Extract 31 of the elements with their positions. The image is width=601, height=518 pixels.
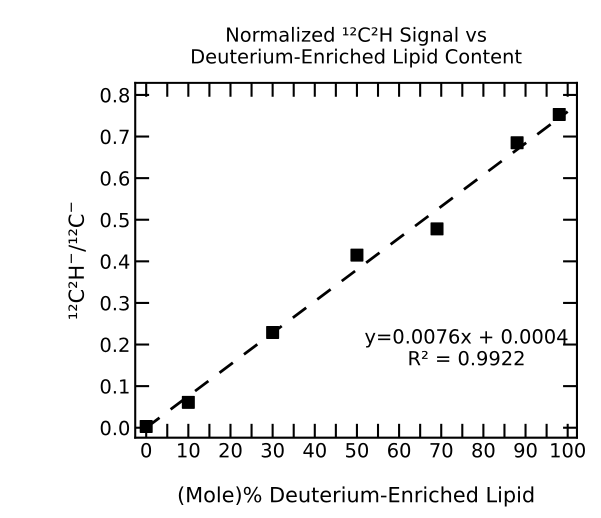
annotation: y=0.0076x + 0.0004 R² = 0.9922 xyxy=(365,329,568,366)
y-tick-label: 0.2 xyxy=(100,337,128,352)
point xyxy=(350,248,364,262)
x-tick-label: 80 xyxy=(472,442,494,458)
point xyxy=(430,222,444,236)
x-tick-label: 0 xyxy=(141,442,152,458)
x-tick-label: 20 xyxy=(220,442,242,458)
x-tick-label: 100 xyxy=(551,442,585,458)
point xyxy=(510,136,524,150)
x-tick-label: 10 xyxy=(178,442,200,458)
point xyxy=(182,396,195,409)
x-tick-label: 40 xyxy=(303,442,326,458)
chart-title: Normalized ¹²C²H Signal vs Deuterium-Enriched Lipid Content xyxy=(192,26,522,68)
point xyxy=(140,420,153,433)
y-tick-label: 0.0 xyxy=(100,420,130,436)
x-tick-label: 60 xyxy=(388,442,410,458)
x-axis-title: (Mole)% Deuterium-Enriched Lipid xyxy=(178,486,534,507)
y-tick-label: 0.3 xyxy=(100,296,129,311)
x-tick-label: 90 xyxy=(514,442,537,458)
x-tick-label: 70 xyxy=(430,442,452,458)
point xyxy=(552,108,566,121)
x-tick-label: 50 xyxy=(346,442,368,458)
y-tick-label: 0.6 xyxy=(100,171,130,186)
y-tick-label: 0.5 xyxy=(100,212,129,228)
point xyxy=(266,326,280,339)
y-tick-label: 0.7 xyxy=(100,129,129,144)
y-tick-label: 0.4 xyxy=(100,254,130,269)
y-tick-label: 0.8 xyxy=(100,88,130,103)
y-axis-title: ¹²C²H$^{−}$/¹²C$^{−}$ xyxy=(68,202,86,319)
y-tick-label: 0.1 xyxy=(100,379,129,394)
x-tick-label: 30 xyxy=(262,442,284,458)
